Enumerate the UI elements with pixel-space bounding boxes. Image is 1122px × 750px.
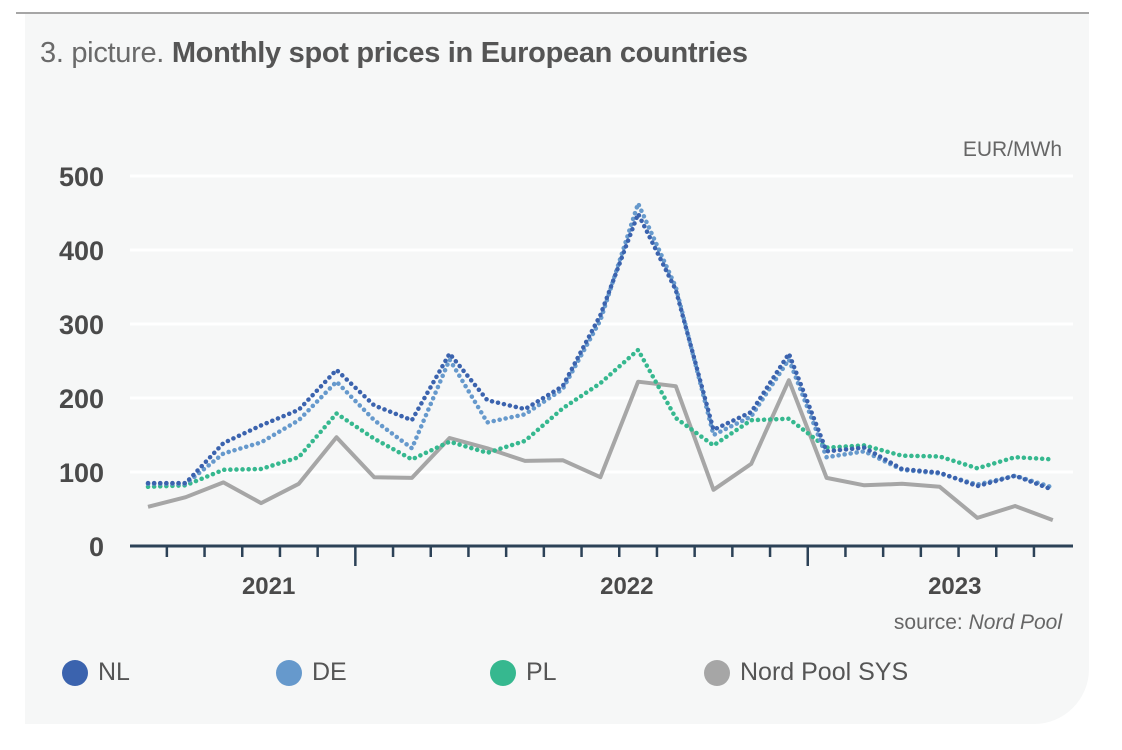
y-axis-tick-labels: 0 100 200 300 400 500 [59, 162, 104, 562]
y-tick-label: 500 [59, 162, 104, 192]
figure-title-text: Monthly spot prices in European countrie… [171, 37, 748, 69]
gridlines [130, 174, 1073, 474]
x-year-label: 2021 [242, 573, 295, 600]
legend-label: DE [312, 658, 347, 686]
circle-marker-icon [490, 659, 516, 686]
y-tick-label: 200 [59, 384, 104, 414]
legend-item-pl[interactable]: PL [490, 658, 557, 687]
legend-item-de[interactable]: DE [276, 658, 347, 687]
legend: NL DE PL Nord Pool SYS [62, 658, 1062, 692]
figure-title: 3. picture. Monthly spot prices in Europ… [40, 37, 748, 70]
series-lines [145, 201, 1056, 522]
top-divider [16, 12, 1089, 14]
source-prefix: source: [893, 611, 963, 634]
legend-item-nord-pool-sys[interactable]: Nord Pool SYS [704, 658, 908, 687]
x-axis: 2021 2022 2023 [130, 544, 1073, 600]
legend-item-nl[interactable]: NL [62, 658, 130, 687]
circle-marker-icon [276, 659, 302, 686]
legend-label: PL [526, 658, 557, 686]
source-note: source: Nord Pool [894, 611, 1062, 635]
y-tick-label: 100 [59, 458, 104, 488]
unit-label: EUR/MWh [962, 138, 1062, 161]
series-line-de [145, 201, 1056, 490]
series-line-pl [145, 347, 1056, 490]
series-line-nl [145, 211, 1056, 493]
circle-marker-icon [62, 659, 88, 686]
series-line-nord-pool-sys [147, 378, 1054, 522]
y-tick-label: 300 [59, 310, 104, 340]
legend-label: Nord Pool SYS [740, 658, 909, 686]
figure-panel [25, 14, 1089, 724]
source-name: Nord Pool [968, 611, 1062, 634]
circle-marker-icon [704, 659, 730, 686]
x-year-label: 2023 [928, 573, 981, 600]
y-tick-label: 0 [89, 532, 104, 562]
figure-number: 3. picture. [40, 37, 165, 69]
legend-label: NL [98, 658, 130, 686]
x-year-label: 2022 [600, 573, 653, 600]
y-tick-label: 400 [59, 236, 104, 266]
